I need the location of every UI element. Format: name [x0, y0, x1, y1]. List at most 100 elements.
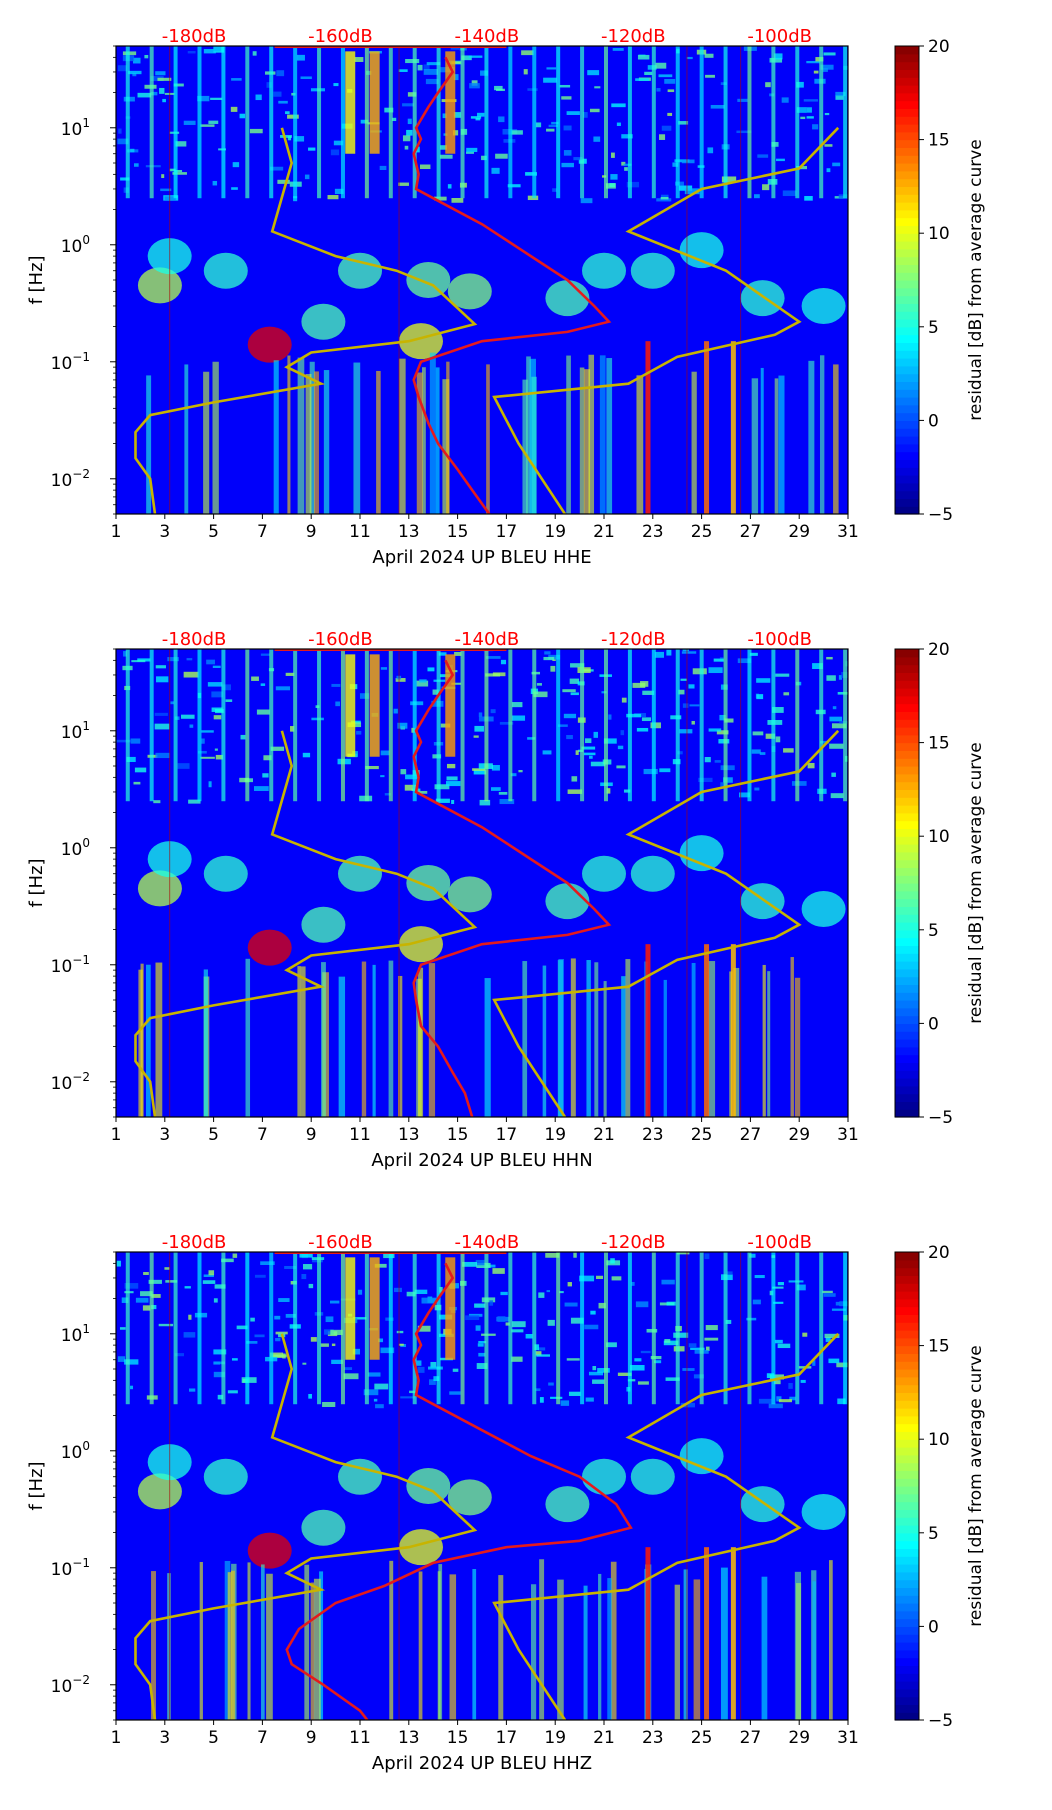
heatmap-streak [442, 379, 450, 514]
colorbar-cell [895, 1447, 919, 1456]
series-line [412, 659, 612, 1117]
heatmap-cell [439, 1286, 443, 1293]
heatmap-blob [399, 926, 443, 963]
colorbar-cell [895, 1712, 919, 1721]
heatmap-streak [227, 1572, 232, 1720]
heatmap-blob [801, 1493, 846, 1530]
heatmap-cell [327, 195, 339, 200]
heatmap-patch [345, 1257, 356, 1360]
heatmap-cell [454, 652, 462, 656]
heatmap-cell [461, 55, 472, 61]
heatmap-cell [587, 70, 600, 76]
colorbar-cell [895, 797, 919, 806]
heatmap-stripe [412, 649, 417, 802]
y-tick-label: 10−1 [51, 953, 90, 977]
colorbar-cell [895, 1634, 919, 1643]
heatmap-cell [756, 678, 771, 683]
y-tick-base: 10 [61, 237, 83, 257]
heatmap-cell [575, 750, 579, 755]
heatmap-cell [212, 665, 221, 668]
heatmap-cell [187, 51, 196, 54]
heatmap-cell [468, 55, 483, 58]
heatmap-streak [498, 1575, 504, 1720]
heatmap-cell [150, 76, 164, 82]
colorbar-cell [895, 1431, 919, 1440]
heatmap-cell [822, 1290, 833, 1294]
heatmap-streak [607, 1578, 612, 1720]
heatmap-cell [287, 136, 292, 141]
heatmap-cell [133, 163, 139, 167]
heatmap-cell [213, 1298, 218, 1303]
heatmap-cell [119, 1327, 126, 1330]
colorbar-cell [895, 1408, 919, 1417]
heatmap-cell [570, 663, 585, 668]
heatmap-blob [338, 855, 382, 892]
heatmap-cell [500, 659, 507, 665]
heatmap-cell [404, 145, 409, 150]
heatmap-cell [452, 130, 459, 136]
heatmap-streak [397, 975, 403, 1117]
colorbar-tick-label: 10 [928, 827, 950, 847]
colorbar-cell [895, 428, 919, 437]
heatmap-stripe [508, 46, 513, 199]
heatmap-blob [137, 267, 182, 304]
heatmap-stripe [532, 649, 537, 802]
heatmap-cell [188, 799, 201, 804]
heatmap-cell [511, 715, 526, 721]
heatmap-cell [736, 130, 752, 134]
heatmap-cell [584, 1324, 599, 1330]
colorbar-cell [895, 1603, 919, 1612]
heatmap-cell [570, 1317, 584, 1324]
heatmap-cell [477, 1343, 484, 1347]
heatmap-streak [558, 959, 564, 1117]
heatmap-cell [477, 112, 485, 117]
heatmap-cell [611, 152, 615, 158]
heatmap-cell [183, 1332, 196, 1338]
heatmap-cell [708, 728, 722, 732]
heatmap-cell [465, 151, 474, 154]
heatmap-event [704, 1547, 710, 1720]
heatmap-cell [777, 1343, 791, 1349]
heatmap-cell [308, 1393, 312, 1399]
heatmap-cell [658, 74, 673, 78]
colorbar-cell [895, 1000, 919, 1009]
heatmap-cell [655, 62, 667, 69]
heatmap-cell [151, 1305, 157, 1310]
series-line [492, 126, 840, 514]
heatmap-cell [535, 1388, 541, 1392]
x-tick-label: 23 [642, 522, 664, 542]
heatmap-cell [673, 1332, 689, 1338]
heatmap-cell [725, 1319, 732, 1324]
y-axis-label: f [Hz] [26, 255, 47, 304]
heatmap-cell [215, 1361, 225, 1365]
colorbar-cell [895, 1688, 919, 1698]
heatmap-cell [405, 59, 420, 64]
heatmap-stripe [819, 649, 824, 802]
colorbar-cell [895, 1267, 919, 1276]
top-db-label: -180dB [162, 26, 227, 47]
heatmap-cell [543, 656, 554, 661]
y-tick-base: 10 [51, 957, 73, 977]
colorbar-cell [895, 124, 919, 133]
heatmap-stripe [843, 649, 848, 802]
heatmap-streak [733, 967, 740, 1117]
x-tick-label: 9 [306, 522, 317, 542]
heatmap-cell [304, 174, 310, 180]
heatmap-cell [335, 701, 340, 707]
heatmap-stripe [484, 649, 489, 802]
colorbar-cell [895, 1337, 919, 1347]
heatmap-cell [416, 1360, 422, 1366]
heatmap-cell [334, 188, 344, 194]
heatmap-cell [719, 714, 726, 721]
colorbar-cell [895, 1039, 919, 1048]
heatmap-cell [485, 673, 501, 677]
colorbar-tick-label: 15 [928, 734, 950, 754]
y-tick-label: 10−2 [51, 467, 90, 491]
y-tick-exponent: 0 [82, 836, 90, 850]
x-tick-label: 17 [496, 522, 518, 542]
heatmap-cell [634, 1358, 642, 1362]
heatmap-cell [260, 653, 270, 656]
heatmap-cell [667, 89, 675, 93]
colorbar-cell [895, 116, 919, 125]
